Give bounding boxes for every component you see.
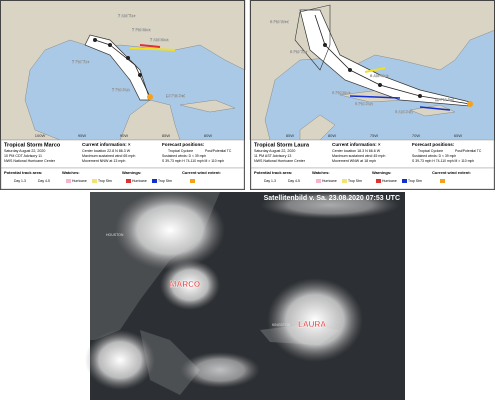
sustained-winds: Sustained winds: D < 39 mph <box>162 154 206 158</box>
longitude-label: 85W <box>162 133 170 138</box>
legend-ts-watch: Trop Stm <box>348 179 362 183</box>
max-wind: Maximum sustained wind 65 mph <box>82 154 135 158</box>
legend-swatch <box>376 179 381 183</box>
movement: Movement NNW at 13 mph <box>82 159 125 163</box>
post-tc: Post/Potential TC <box>455 149 482 153</box>
map-label: 8 PM Wed <box>270 19 289 24</box>
map-label: 7 PM Sun <box>112 87 131 92</box>
legend-swatch <box>66 179 71 183</box>
map-label: 7 AM Tue <box>118 13 136 18</box>
map-label: 10 PM Sat <box>166 93 186 98</box>
current-info: Current information: × <box>82 142 131 147</box>
legend-day13: Day 1-3 <box>264 179 276 183</box>
satellite-title: Satellitenbild v. Sa. 23.08.2020 07:53 U… <box>264 195 400 202</box>
longitude-label: 90W <box>120 133 128 138</box>
legend-track: Potential track area: <box>4 170 42 175</box>
satellite-image <box>85 190 405 400</box>
longitude-label: 65W <box>454 133 462 138</box>
marco-map <box>0 0 246 190</box>
map-label: 7 AM Mon <box>150 37 169 42</box>
place-label: KINGSTON <box>272 323 291 327</box>
legend-hurricane-warning: Hurricane <box>132 179 147 183</box>
map-label: 8 PM Sun <box>355 101 374 106</box>
date: Saturday August 22, 2020 <box>254 149 295 153</box>
wind-categories: S 39-73 mph H 74-110 mph M > 110 mph <box>162 159 224 163</box>
legend-swatch <box>92 179 97 183</box>
advisory: 11 PM AST Advisory 13 <box>254 154 291 158</box>
legend-ts-warning: Trop Stm <box>158 179 172 183</box>
laura-info-box <box>250 139 495 169</box>
legend-hurricane-watch: Hurricane <box>72 179 87 183</box>
longitude-label: 100W <box>35 133 46 138</box>
longitude-label: 80W <box>328 133 336 138</box>
forecast-positions: Forecast positions: <box>412 142 455 147</box>
map-label: 8 PM Mon <box>332 90 351 95</box>
advisory: 10 PM CDT Advisory 11 <box>4 154 42 158</box>
legend-swatch <box>126 179 131 183</box>
movement: Movement WNW at 18 mph <box>332 159 376 163</box>
legend-watches: Watches: <box>312 170 330 175</box>
legend-day45: Day 4-5 <box>38 179 50 183</box>
legend-ts-watch: Trop Stm <box>98 179 112 183</box>
longitude-label: 85W <box>286 133 294 138</box>
current-info: Current information: × <box>332 142 381 147</box>
legend-swatch <box>402 179 407 183</box>
map-label: 8 AM Mon <box>370 73 389 78</box>
laura-map <box>249 0 495 190</box>
date: Saturday August 22, 2020 <box>4 149 45 153</box>
legend-wind-extent: Current wind extent: <box>432 170 471 175</box>
map-label: 7 PM Mon <box>132 27 151 32</box>
sustained-winds: Sustained winds: D < 39 mph <box>412 154 456 158</box>
map-label: 8 AM Sun <box>395 109 414 114</box>
location: Center location 22.8 N 86.3 W <box>82 149 131 153</box>
max-wind: Maximum sustained wind 45 mph <box>332 154 385 158</box>
longitude-label: 70W <box>412 133 420 138</box>
tropical-cyclone: Tropical Cyclone <box>168 149 193 153</box>
place-label: HOUSTON <box>106 233 124 237</box>
legend-swatch <box>342 179 347 183</box>
legend-warnings: Warnings: <box>122 170 141 175</box>
legend-wind-extent: Current wind extent: <box>182 170 221 175</box>
center: NWS National Hurricane Center <box>4 159 56 163</box>
legend-swatch <box>440 179 445 183</box>
legend-watches: Watches: <box>62 170 80 175</box>
legend-day45: Day 4-5 <box>288 179 300 183</box>
storm-label: LAURA <box>298 320 326 329</box>
wind-categories: S 39-73 mph H 74-110 mph M > 110 mph <box>412 159 474 163</box>
longitude-label: 95W <box>78 133 86 138</box>
legend-hurricane-watch: Hurricane <box>322 179 337 183</box>
forecast-positions: Forecast positions: <box>162 142 205 147</box>
storm-title: Tropical Storm Marco <box>4 142 61 148</box>
tropical-cyclone: Tropical Cyclone <box>418 149 443 153</box>
legend-track: Potential track area: <box>254 170 292 175</box>
legend-swatch <box>152 179 157 183</box>
map-label: 7 PM Tue <box>72 59 90 64</box>
laura-legend <box>250 167 495 190</box>
storm-title: Tropical Storm Laura <box>254 142 310 148</box>
storm-label: MARCO <box>170 280 200 289</box>
legend-day13: Day 1-3 <box>14 179 26 183</box>
longitude-label: 80W <box>204 133 212 138</box>
map-label: 8 PM Tue <box>290 49 308 54</box>
legend-hurricane-warning: Hurricane <box>382 179 397 183</box>
legend-ts-warning: Trop Stm <box>408 179 422 183</box>
center: NWS National Hurricane Center <box>254 159 306 163</box>
location: Center location 18.3 N 66.6 W <box>332 149 381 153</box>
legend-swatch <box>190 179 195 183</box>
legend-swatch <box>316 179 321 183</box>
legend-warnings: Warnings: <box>372 170 391 175</box>
map-label: 11 PM Sat <box>435 97 454 102</box>
longitude-label: 75W <box>370 133 378 138</box>
marco-legend <box>0 167 245 190</box>
post-tc: Post/Potential TC <box>205 149 232 153</box>
marco-info-box <box>0 139 245 169</box>
